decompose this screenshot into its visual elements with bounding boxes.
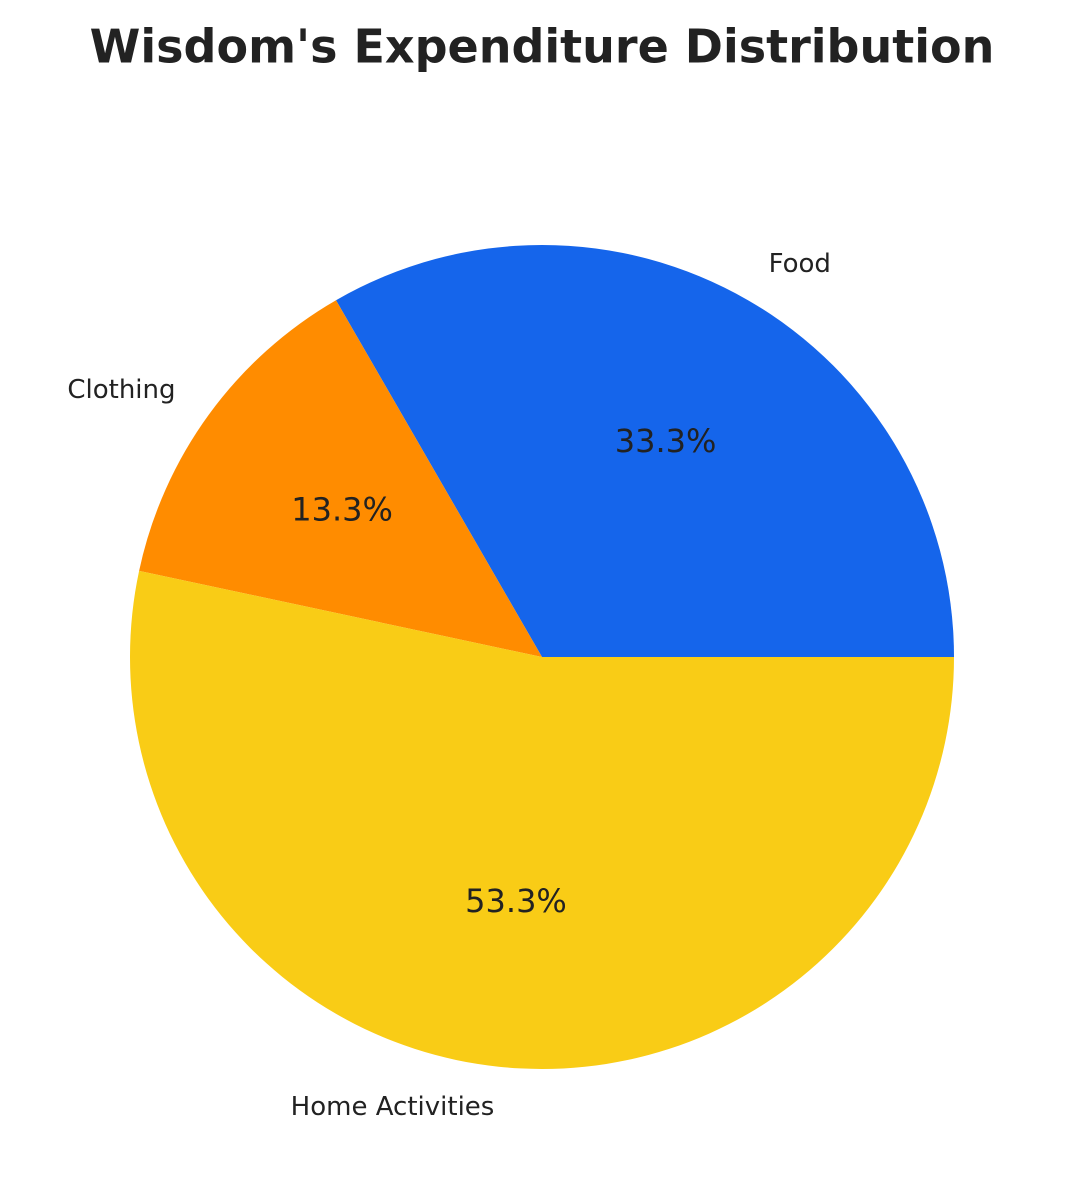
value-label: 33.3%	[615, 422, 717, 460]
slice-label: Clothing	[67, 375, 175, 405]
slice-label: Home Activities	[291, 1092, 495, 1122]
pie-slice	[336, 245, 954, 657]
pie-slice	[130, 570, 954, 1069]
value-label: 13.3%	[291, 491, 393, 529]
chart-title: Wisdom's Expenditure Distribution	[90, 20, 995, 74]
slice-label: Food	[769, 249, 831, 279]
value-label: 53.3%	[465, 882, 567, 920]
pie-slice	[139, 300, 542, 657]
